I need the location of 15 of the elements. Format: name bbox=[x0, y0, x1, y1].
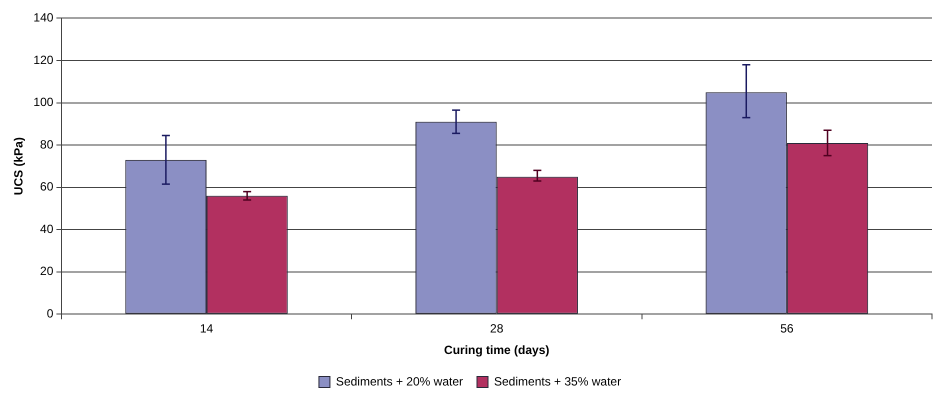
legend-label: Sediments + 35% water bbox=[494, 374, 622, 388]
y-tick-label: 140 bbox=[33, 10, 54, 25]
x-tick-label: 56 bbox=[780, 322, 794, 336]
y-tick-label: 80 bbox=[40, 137, 54, 152]
y-tick-label: 40 bbox=[40, 222, 54, 236]
y-tick-label: 0 bbox=[46, 306, 54, 321]
x-tick-label: 28 bbox=[490, 322, 504, 336]
y-tick-label: 100 bbox=[33, 95, 54, 110]
legend-label: Sediments + 20% water bbox=[336, 374, 464, 388]
y-tick-label: 120 bbox=[33, 52, 54, 67]
y-tick-label: 60 bbox=[40, 180, 54, 194]
y-axis-title: UCS (kPa) bbox=[12, 137, 26, 196]
x-tick-label: 14 bbox=[200, 322, 214, 336]
x-axis-title: Curing time (days) bbox=[444, 343, 550, 358]
y-tick-label: 20 bbox=[40, 264, 54, 278]
